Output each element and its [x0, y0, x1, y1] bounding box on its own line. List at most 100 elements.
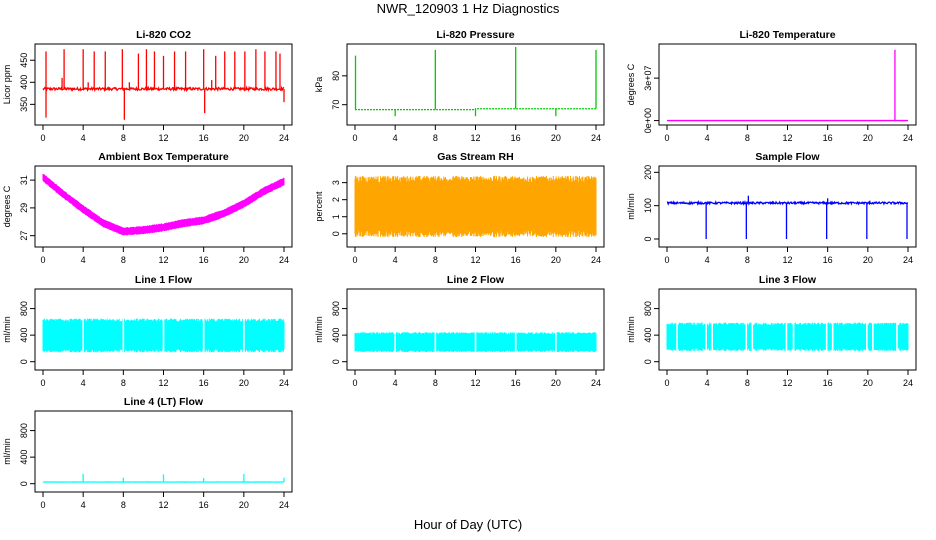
x-tick-label: 0: [664, 133, 669, 143]
x-tick-label: 12: [782, 133, 792, 143]
y-tick-label: 400: [331, 328, 341, 343]
data-series: [42, 174, 285, 236]
x-tick-label: 24: [903, 255, 913, 265]
x-tick-label: 0: [352, 378, 357, 388]
x-tick-label: 8: [745, 255, 750, 265]
y-tick-label: 400: [643, 328, 653, 343]
data-series: [42, 49, 285, 120]
x-tick-label: 12: [158, 500, 168, 510]
x-tick-label: 8: [121, 255, 126, 265]
y-axis-label: ml/min: [2, 316, 12, 343]
x-tick-label: 24: [591, 378, 601, 388]
y-tick-label: 400: [19, 450, 29, 465]
x-tick-label: 0: [664, 378, 669, 388]
chart-panel-8: Line 3 Flow ml/min 0 4 8 12 16 20 24 0 400 800: [626, 274, 917, 388]
x-tick-label: 24: [279, 378, 289, 388]
chart-title: Li-820 CO2: [136, 29, 191, 41]
x-tick-label: 20: [551, 133, 561, 143]
x-tick-label: 24: [591, 255, 601, 265]
y-tick-label: 0: [643, 236, 653, 241]
chart-title: Line 3 Flow: [759, 274, 817, 286]
x-tick-label: 16: [199, 500, 209, 510]
x-tick-label: 8: [745, 378, 750, 388]
x-tick-label: 8: [433, 378, 438, 388]
x-tick-label: 20: [551, 255, 561, 265]
x-tick-label: 4: [705, 255, 710, 265]
chart-title: Ambient Box Temperature: [98, 151, 229, 163]
x-tick-label: 0: [352, 255, 357, 265]
x-tick-label: 4: [81, 133, 86, 143]
x-tick-label: 16: [511, 378, 521, 388]
y-tick-label: 0: [643, 359, 653, 364]
y-tick-label: 80: [331, 71, 341, 81]
data-series: [42, 292, 285, 367]
x-tick-label: 16: [511, 255, 521, 265]
data-band: [354, 175, 597, 238]
x-tick-label: 24: [279, 133, 289, 143]
chart-panel-0: Li-820 CO2 Licor ppm 0 4 8 12 16 20 24 350 400 450: [2, 29, 293, 143]
y-tick-label: 0: [331, 359, 341, 364]
x-tick-label: 0: [40, 378, 45, 388]
y-axis-label: Licor ppm: [2, 65, 12, 105]
y-tick-label: 800: [19, 423, 29, 438]
x-tick-label: 4: [393, 378, 398, 388]
y-tick-label: 400: [19, 328, 29, 343]
y-tick-label: 800: [331, 301, 341, 316]
y-tick-label: 2: [331, 197, 341, 202]
x-tick-label: 8: [121, 500, 126, 510]
x-tick-label: 4: [393, 133, 398, 143]
y-axis-label: ml/min: [2, 438, 12, 465]
y-axis-label: ml/min: [626, 193, 636, 220]
y-tick-label: 31: [19, 175, 29, 185]
y-tick-label: 3: [331, 180, 341, 185]
y-tick-label: 200: [643, 165, 653, 180]
chart-panel-2: Li-820 Temperature degrees C 0 4 8 12 16 20 24 0e…: [626, 29, 917, 143]
x-tick-label: 20: [863, 133, 873, 143]
y-tick-label: 400: [19, 75, 29, 90]
x-tick-label: 4: [705, 378, 710, 388]
x-tick-label: 8: [121, 378, 126, 388]
plot-frame: [658, 43, 917, 126]
x-tick-label: 20: [239, 378, 249, 388]
data-series: [666, 195, 909, 239]
chart-title: Line 1 Flow: [135, 274, 193, 286]
y-tick-label: 1: [331, 214, 341, 219]
x-tick-label: 20: [239, 133, 249, 143]
x-tick-label: 24: [591, 133, 601, 143]
y-tick-label: 70: [331, 100, 341, 110]
y-axis-label: kPa: [314, 77, 324, 93]
data-series: [666, 292, 909, 367]
y-tick-label: 0: [19, 359, 29, 364]
x-tick-label: 16: [199, 255, 209, 265]
chart-panel-6: Line 1 Flow ml/min 0 4 8 12 16 20 24 0 400 800: [2, 274, 293, 388]
chart-title: Line 4 (LT) Flow: [124, 396, 204, 408]
x-tick-label: 4: [81, 378, 86, 388]
data-line: [666, 199, 909, 206]
plot-frame: [658, 165, 917, 248]
x-tick-label: 4: [705, 133, 710, 143]
chart-title: Sample Flow: [755, 151, 820, 163]
x-tick-label: 8: [433, 133, 438, 143]
chart-panel-1: Li-820 Pressure kPa 0 4 8 12 16 20 24 70 80: [314, 29, 605, 143]
y-axis-label: percent: [314, 191, 324, 222]
x-tick-label: 16: [511, 133, 521, 143]
chart-title: Gas Stream RH: [437, 151, 513, 163]
x-tick-label: 12: [470, 133, 480, 143]
x-tick-label: 24: [279, 255, 289, 265]
x-tick-label: 4: [393, 255, 398, 265]
x-tick-label: 12: [158, 378, 168, 388]
y-tick-label: 27: [19, 231, 29, 241]
y-tick-label: 100: [643, 198, 653, 213]
x-tick-label: 16: [823, 378, 833, 388]
plot-frame: [34, 165, 293, 248]
x-tick-label: 0: [352, 133, 357, 143]
x-tick-label: 16: [199, 133, 209, 143]
x-tick-label: 0: [40, 133, 45, 143]
y-tick-label: 450: [19, 53, 29, 68]
data-band: [666, 322, 909, 352]
x-tick-label: 4: [81, 255, 86, 265]
x-tick-label: 24: [903, 133, 913, 143]
data-line: [355, 108, 596, 111]
x-tick-label: 16: [199, 378, 209, 388]
data-series: [42, 473, 285, 483]
